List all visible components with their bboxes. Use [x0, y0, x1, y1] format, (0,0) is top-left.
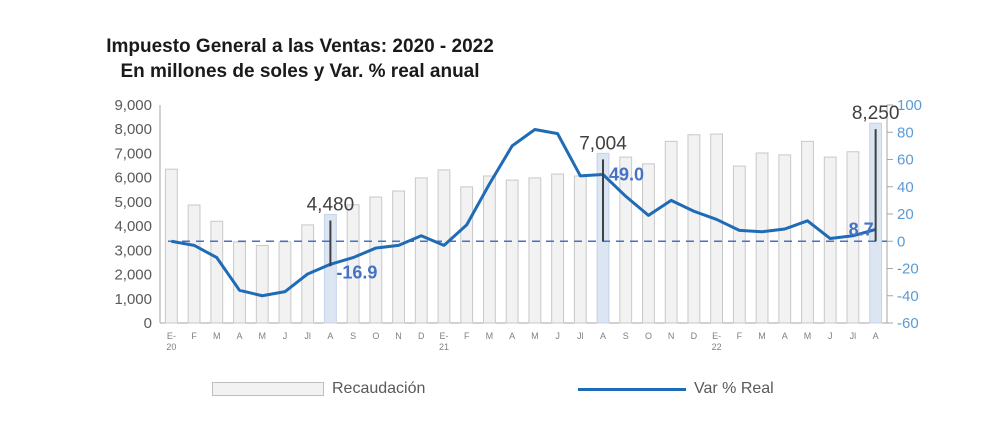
left-axis-tick-label: 7,000	[114, 145, 152, 162]
x-axis-tick-label: F	[737, 331, 743, 341]
legend-item-var-real: Var % Real	[578, 380, 774, 398]
bar-recaudacion	[187, 204, 201, 324]
x-axis-tick-label: D	[418, 331, 425, 341]
right-axis-tick-label: 20	[897, 206, 914, 223]
bar-recaudacion	[323, 213, 337, 324]
bar-recaudacion	[278, 241, 292, 324]
chart-title-line1: Impuesto General a las Ventas: 2020 - 20…	[106, 36, 494, 57]
bar-recaudacion	[710, 133, 724, 324]
x-axis-year-label: 20	[166, 342, 176, 352]
annotation-var-value: 49.0	[609, 164, 644, 184]
right-axis-tick-label: 100	[897, 97, 922, 114]
bar-recaudacion	[778, 154, 792, 324]
bar-recaudacion	[551, 173, 564, 324]
x-axis-tick-label: S	[350, 331, 356, 341]
line-var-real	[171, 128, 877, 298]
left-axis-tick-label: 2,000	[114, 267, 152, 284]
bar-recaudacion	[528, 177, 542, 324]
legend-item-recaudacion: Recaudación	[212, 380, 425, 398]
right-axis-tick-label: -20	[897, 261, 919, 278]
bar-recaudacion	[755, 152, 769, 324]
legend-label-var-real: Var % Real	[694, 380, 774, 397]
x-axis-tick-label: M	[258, 331, 266, 341]
x-axis-tick-label: M	[531, 331, 539, 341]
x-axis-tick-label: F	[191, 331, 197, 341]
x-axis-tick-label: Jl	[577, 331, 584, 341]
bar-recaudacion	[164, 168, 178, 324]
x-axis-tick-label: D	[691, 331, 698, 341]
bar-recaudacion	[505, 179, 519, 324]
left-axis-tick-label: 5,000	[114, 194, 152, 211]
right-axis-tick-label: 40	[897, 179, 914, 196]
x-axis-year-label: 22	[712, 342, 722, 352]
bar-recaudacion	[823, 156, 837, 324]
x-axis-tick-label: N	[668, 331, 675, 341]
bar-recaudacion	[346, 204, 360, 324]
x-axis-tick-label: E-	[167, 331, 176, 341]
x-axis-tick-label: A	[509, 331, 515, 341]
right-axis-tick-label: -60	[897, 315, 919, 332]
annotation-bar-value: 7,004	[579, 133, 627, 154]
x-axis-tick-label: J	[828, 331, 833, 341]
left-axis-tick-label: 3,000	[114, 242, 152, 259]
bar-recaudacion	[573, 175, 587, 324]
left-axis-tick-label: 0	[144, 315, 152, 332]
x-axis-tick-label: O	[645, 331, 652, 341]
chart-title-line2: En millones de soles y Var. % real anual	[120, 61, 480, 82]
x-axis-tick-label: J	[555, 331, 560, 341]
right-axis-tick-label: 60	[897, 152, 914, 169]
x-axis-tick-label: A	[782, 331, 788, 341]
x-axis-year-label: 21	[439, 342, 449, 352]
legend-label-recaudacion: Recaudación	[332, 380, 426, 397]
bar-recaudacion	[460, 186, 474, 324]
x-axis-tick-label: O	[372, 331, 379, 341]
x-axis-tick-label: M	[213, 331, 221, 341]
legend-bar-swatch	[212, 382, 324, 396]
x-axis-tick-label: A	[237, 331, 243, 341]
x-axis-tick-label: Jl	[304, 331, 311, 341]
left-axis-tick-label: 4,000	[114, 218, 152, 235]
x-axis-tick-label: M	[758, 331, 766, 341]
x-axis-tick-label: A	[873, 331, 879, 341]
annotation-var-value: 8.7	[849, 219, 874, 239]
x-axis-tick-label: S	[623, 331, 629, 341]
legend-line-swatch	[578, 387, 686, 391]
left-axis-tick-label: 8,000	[114, 121, 152, 138]
bar-recaudacion	[801, 140, 814, 324]
x-axis-tick-label: M	[486, 331, 494, 341]
left-axis-tick-label: 6,000	[114, 170, 152, 187]
bar-recaudacion	[392, 190, 405, 324]
x-axis-tick-label: A	[600, 331, 606, 341]
annotation-var-value: -16.9	[336, 262, 377, 282]
right-axis-tick-label: -40	[897, 288, 919, 305]
x-axis-tick-label: J	[283, 331, 288, 341]
bar-recaudacion	[732, 165, 746, 324]
bar-recaudacion	[664, 140, 678, 324]
bar-recaudacion	[619, 156, 633, 324]
right-axis-tick-label: 0	[897, 233, 905, 250]
x-axis-tick-label: E-	[439, 331, 448, 341]
left-axis-tick-label: 9,000	[114, 97, 152, 114]
x-axis-tick-label: E-	[712, 331, 721, 341]
bar-recaudacion	[369, 196, 383, 324]
bar-recaudacion	[687, 134, 701, 324]
bar-recaudacion	[642, 163, 655, 324]
bar-recaudacion	[210, 220, 224, 324]
x-axis-tick-label: Jl	[850, 331, 857, 341]
bar-recaudacion	[414, 177, 428, 324]
x-axis-tick-label: N	[395, 331, 402, 341]
x-axis-tick-label: A	[327, 331, 333, 341]
chart-title: Impuesto General a las Ventas: 2020 - 20…	[40, 34, 560, 84]
annotation-bar-value: 8,250	[852, 103, 900, 124]
bar-recaudacion	[483, 175, 496, 324]
bar-recaudacion	[255, 244, 269, 324]
x-axis-tick-label: F	[464, 331, 470, 341]
x-axis-tick-label: M	[804, 331, 812, 341]
annotation-bar-value: 4,480	[307, 194, 355, 215]
left-axis-tick-label: 1,000	[114, 291, 152, 308]
right-axis-tick-label: 80	[897, 124, 914, 141]
